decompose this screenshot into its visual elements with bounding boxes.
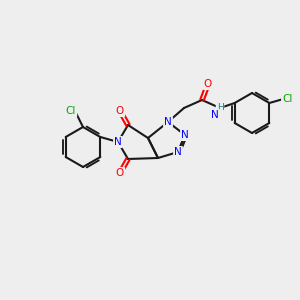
Text: N: N xyxy=(114,137,122,147)
Text: O: O xyxy=(116,106,124,116)
Text: N: N xyxy=(211,110,219,120)
Text: Cl: Cl xyxy=(66,106,76,116)
Text: N: N xyxy=(164,117,172,127)
Text: O: O xyxy=(204,79,212,89)
Text: O: O xyxy=(116,168,124,178)
Text: Cl: Cl xyxy=(282,94,292,104)
Text: N: N xyxy=(181,130,189,140)
Text: N: N xyxy=(174,147,182,157)
Text: H: H xyxy=(217,103,224,112)
